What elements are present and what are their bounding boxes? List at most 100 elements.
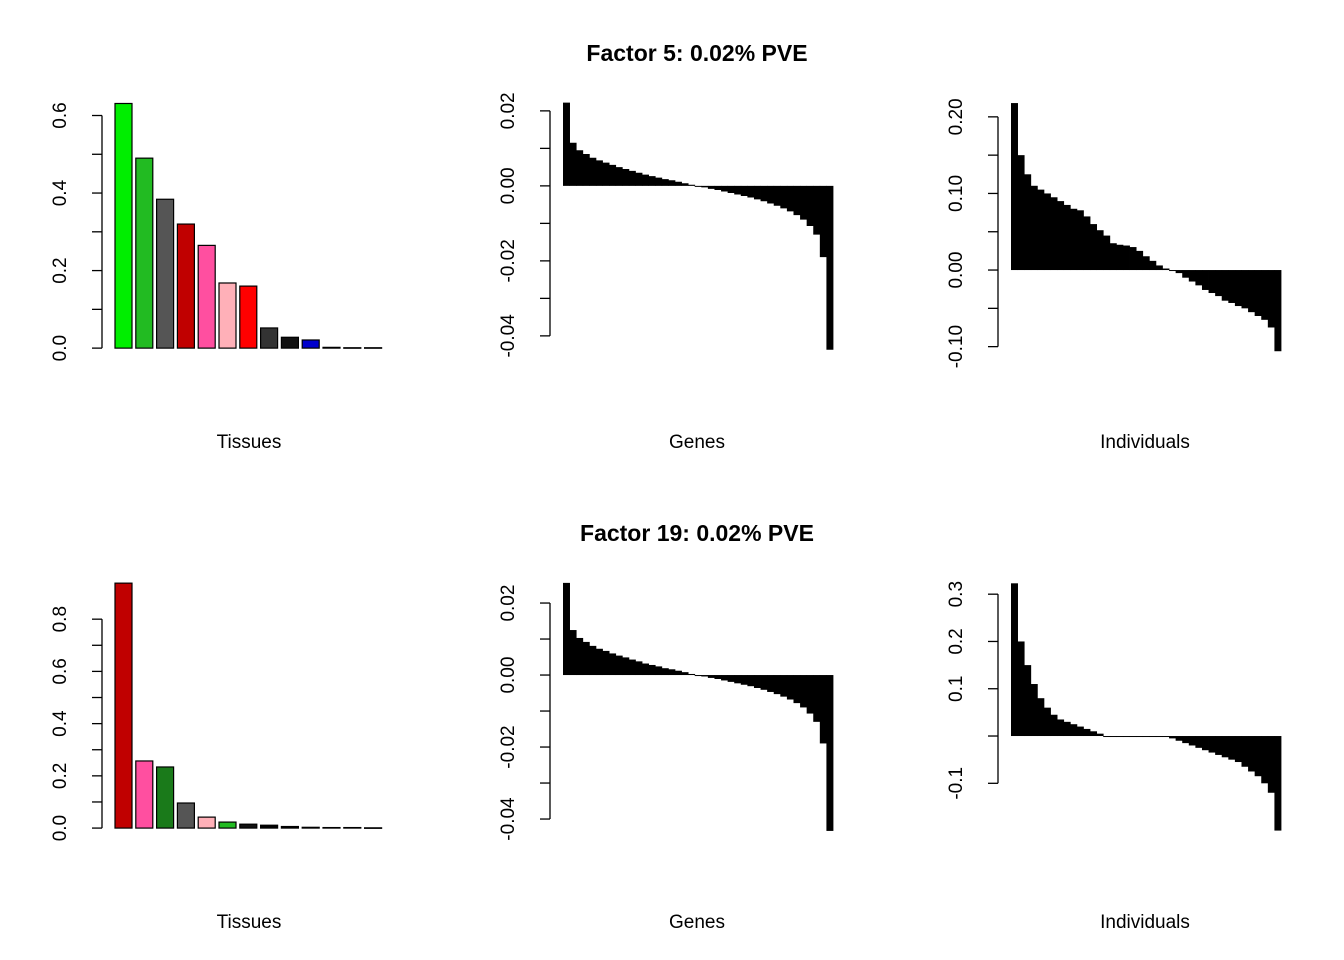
spike (1142, 256, 1150, 271)
spike (1274, 736, 1282, 831)
spike (747, 185, 755, 198)
spike (1221, 736, 1229, 758)
y-tick-label: 0.00 (498, 167, 519, 204)
bar (364, 827, 383, 829)
spike (1149, 736, 1157, 738)
spike (780, 675, 788, 697)
chart-title: Factor 5: 0.02% PVE (586, 40, 807, 66)
spike (1254, 736, 1262, 777)
spike (1103, 736, 1111, 738)
bar (176, 223, 195, 349)
spike (655, 666, 663, 676)
spike (714, 185, 722, 190)
spike (786, 185, 794, 212)
spike (1136, 250, 1144, 271)
spike (1103, 235, 1111, 271)
spike (740, 185, 748, 196)
spike (1234, 736, 1242, 763)
spike (1129, 736, 1137, 738)
spike (1024, 665, 1032, 737)
spike (773, 185, 781, 206)
spike (674, 670, 682, 676)
spike (635, 661, 643, 676)
y-tick-label: 0.10 (946, 175, 967, 212)
spike (1076, 210, 1084, 271)
spike (1090, 731, 1098, 737)
spike (1109, 243, 1117, 271)
spike (1024, 174, 1032, 271)
spike (1096, 230, 1104, 271)
spike (734, 675, 742, 684)
spike (602, 162, 610, 186)
spike (786, 675, 794, 700)
spike (661, 668, 669, 676)
spike (721, 675, 729, 681)
spike (707, 675, 715, 678)
y-tick-label: 0.0 (50, 815, 71, 841)
spike (1195, 270, 1203, 286)
x-axis-label: Genes (669, 912, 725, 933)
x-axis-label: Individuals (1100, 432, 1190, 453)
spike (1215, 270, 1223, 297)
bar (197, 816, 216, 829)
spike (622, 657, 630, 676)
spike (563, 102, 570, 186)
spike (563, 582, 570, 676)
bar (343, 826, 362, 829)
bar (364, 347, 383, 349)
spike (1109, 736, 1117, 738)
bar (135, 760, 154, 829)
bar (135, 157, 154, 349)
spike (609, 164, 617, 186)
y-tick-label: 0.00 (946, 252, 967, 289)
spike (1162, 268, 1170, 271)
y-tick-label: 0.20 (946, 98, 967, 135)
spike (1063, 721, 1071, 737)
spike (674, 181, 682, 186)
spike (1142, 736, 1150, 738)
spike (806, 675, 814, 714)
spike (1070, 724, 1078, 737)
y-tick-label: -0.04 (498, 797, 519, 841)
bar (260, 327, 279, 349)
spike (1017, 155, 1025, 271)
spike (668, 180, 676, 186)
bar (218, 282, 237, 349)
bar (114, 102, 133, 349)
spike (714, 675, 722, 679)
bar (239, 285, 258, 349)
spike (767, 185, 775, 204)
spike (1043, 707, 1051, 737)
spike (800, 185, 808, 220)
spike (1011, 103, 1018, 271)
spike (1070, 208, 1078, 271)
spike (1215, 736, 1223, 755)
spike (681, 183, 689, 186)
spike (1030, 684, 1038, 737)
spike (727, 675, 735, 682)
spike (1201, 736, 1209, 751)
y-tick-label: 0.3 (946, 581, 967, 607)
bar (301, 339, 320, 349)
spike (595, 160, 603, 186)
bar (176, 802, 195, 829)
spike (767, 675, 775, 692)
bar (197, 244, 216, 349)
y-tick-label: -0.02 (498, 725, 519, 768)
spike (1083, 216, 1091, 271)
bar (301, 826, 320, 829)
panel: Individuals -0.10 0.00 0.10 0.20 (946, 98, 1282, 453)
x-axis-label: Individuals (1100, 912, 1190, 933)
bar (280, 336, 299, 349)
spike (1011, 583, 1018, 737)
spike (648, 176, 656, 186)
spike (1261, 270, 1269, 320)
spike (1188, 270, 1196, 282)
spike (1162, 736, 1170, 738)
spike (628, 659, 636, 676)
spike (1261, 736, 1269, 784)
y-tick-label: 0.4 (50, 710, 71, 737)
y-tick-label: 0.4 (50, 179, 71, 206)
spike (569, 630, 577, 676)
